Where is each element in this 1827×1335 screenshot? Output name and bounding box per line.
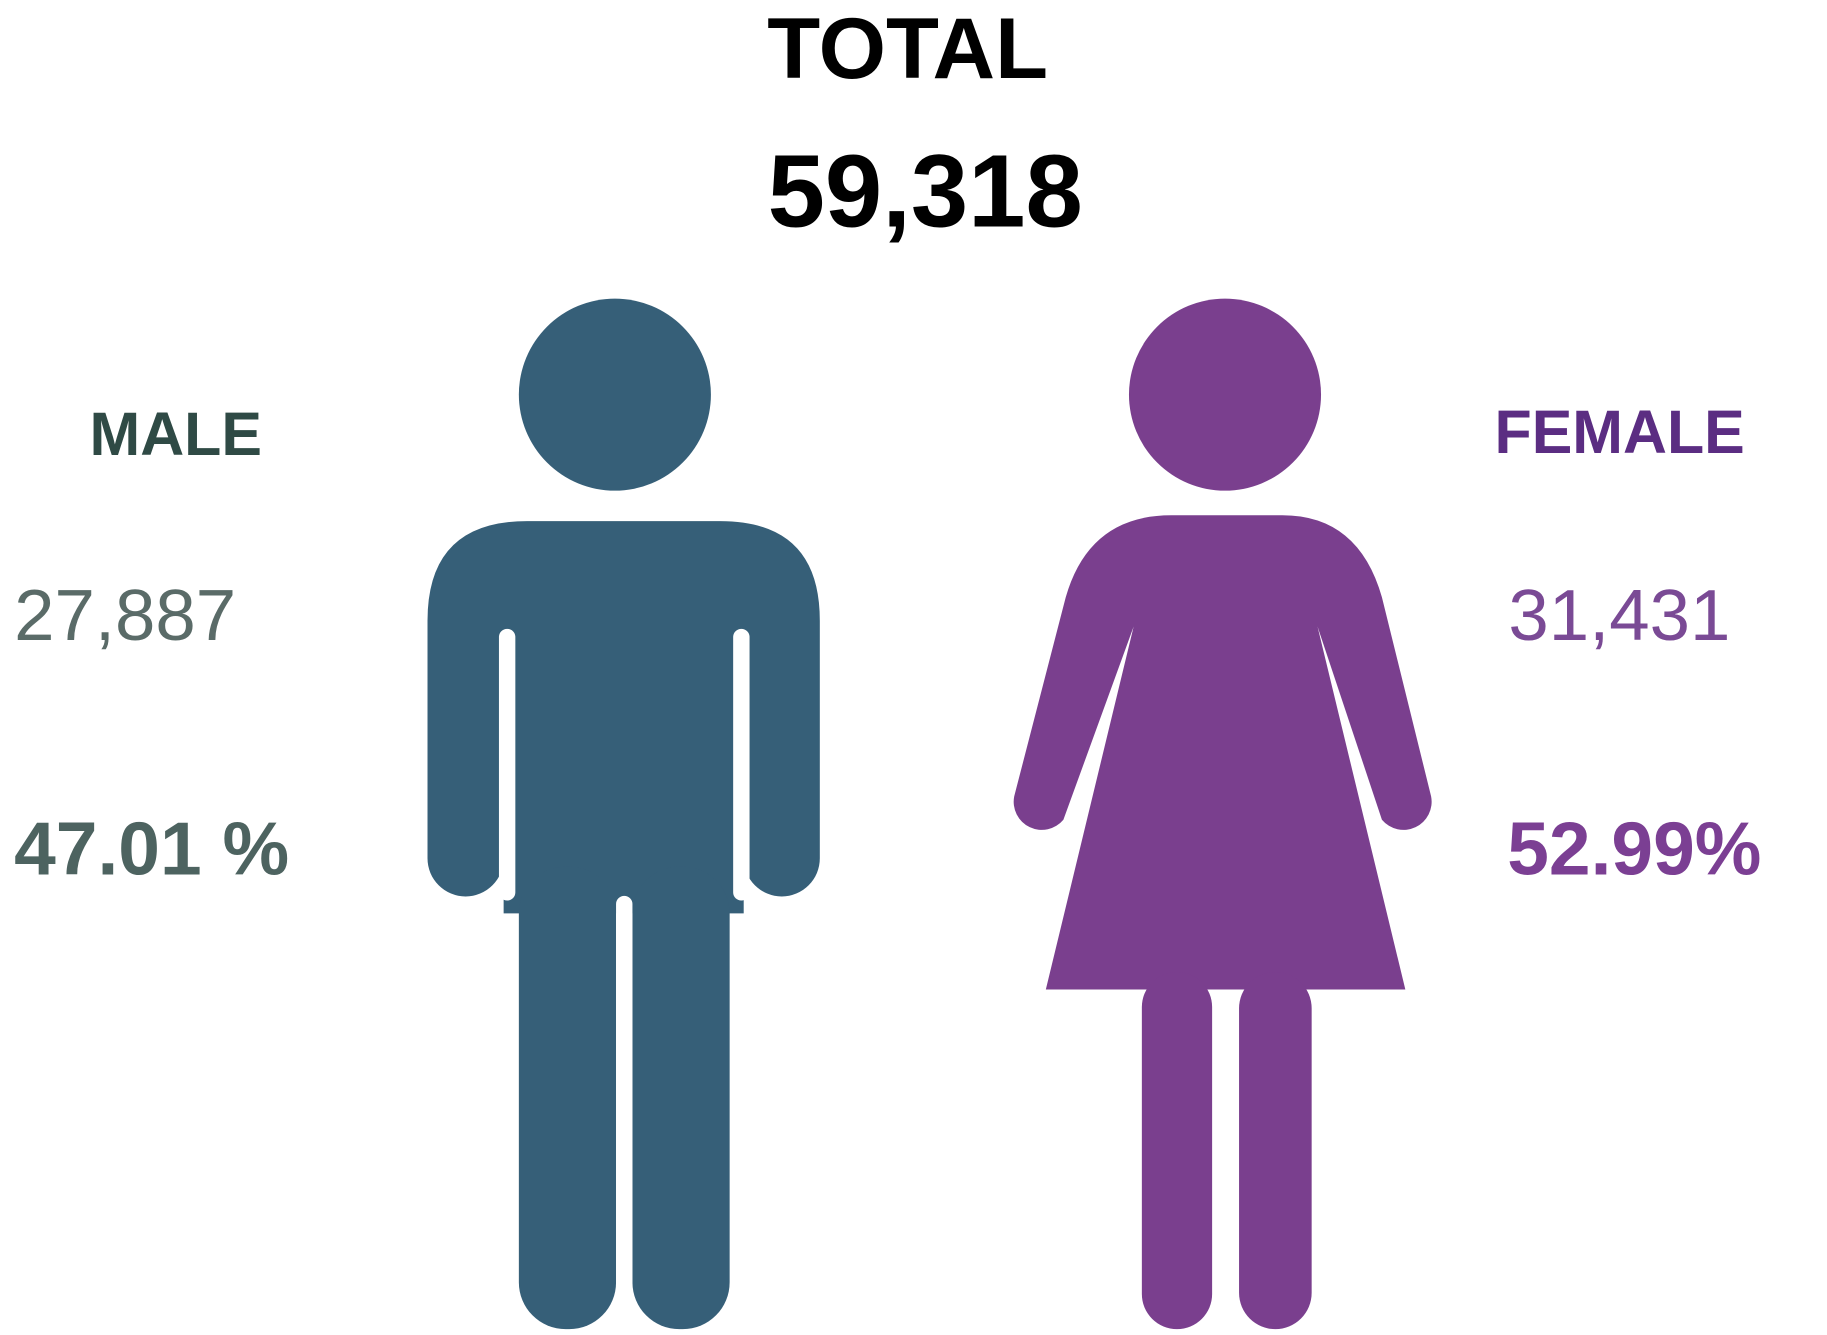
male-label: MALE (90, 400, 262, 468)
male-count: 27,887 (14, 575, 236, 656)
female-icon (1013, 298, 1432, 1330)
female-count: 31,431 (1508, 575, 1730, 656)
female-percent: 52.99% (1507, 807, 1761, 891)
female-label: FEMALE (1495, 398, 1745, 466)
total-label: TOTAL (767, 1, 1048, 97)
male-icon (427, 298, 820, 1335)
male-percent: 47.01 % (14, 807, 289, 891)
total-value: 59,318 (768, 133, 1083, 248)
